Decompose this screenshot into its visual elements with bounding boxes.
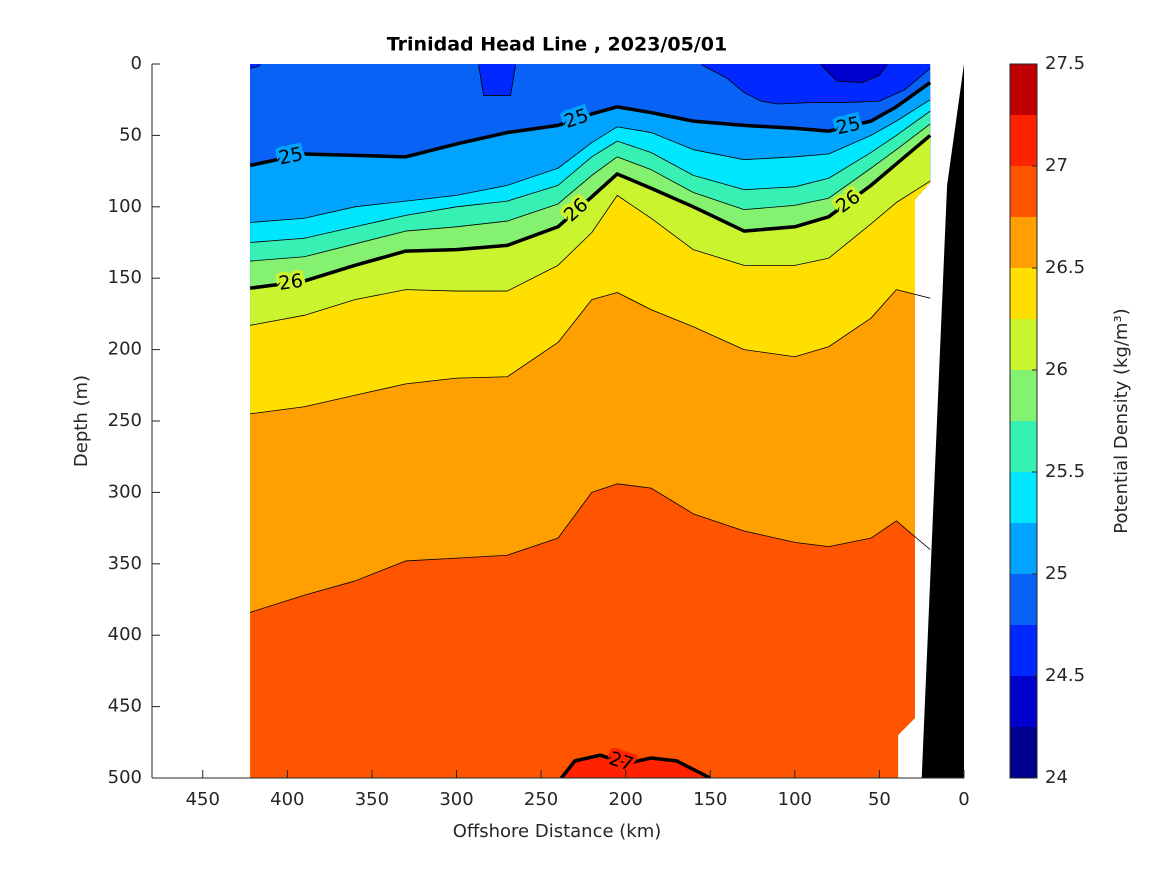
contour-line: [250, 110, 931, 243]
colorbar-tick-label: 24.5: [1045, 665, 1085, 686]
y-tick-label: 450: [108, 696, 142, 717]
y-tick-label: 150: [108, 267, 142, 288]
colorbar-band: [1010, 727, 1037, 778]
colorbar-band: [1010, 166, 1037, 217]
contour-fills: [250, 64, 931, 778]
colorbar-band: [1010, 64, 1037, 115]
colorbar-tick-label: 27.5: [1045, 53, 1085, 74]
contour-fill: [250, 483, 931, 778]
colorbar-tick-label: 26.5: [1045, 257, 1085, 278]
y-tick-label: 100: [108, 196, 142, 217]
contour-label: 26: [277, 270, 304, 295]
x-tick-label: 200: [608, 789, 642, 810]
x-tick-label: 400: [270, 789, 304, 810]
colorbar-band: [1010, 574, 1037, 625]
contour-line: [249, 483, 931, 613]
colorbar-tick-label: 27: [1045, 155, 1068, 176]
colorbar-band: [1010, 370, 1037, 421]
seafloor: [921, 64, 964, 778]
colorbar-band: [1010, 421, 1037, 472]
contour-line: [250, 65, 931, 105]
contour-line: [250, 99, 931, 223]
y-tick-label: 0: [131, 53, 142, 74]
y-tick-label: 500: [108, 767, 142, 788]
contour-line: [560, 753, 712, 778]
y-tick-label: 300: [108, 481, 142, 502]
x-axis-label: Offshore Distance (km): [453, 821, 662, 842]
colorbar-tick-label: 24: [1045, 767, 1068, 788]
contour-line: [250, 123, 931, 262]
y-tick-label: 200: [108, 339, 142, 360]
x-tick-label: 450: [186, 789, 220, 810]
colorbar-band: [1010, 217, 1037, 268]
colorbar-frame: [1009, 63, 1038, 779]
colorbar-band: [1010, 676, 1037, 727]
chart-title: Trinidad Head Line , 2023/05/01: [387, 34, 727, 56]
y-tick-label: 350: [108, 553, 142, 574]
colorbar-band: [1010, 625, 1037, 676]
contour-line: [249, 81, 932, 168]
y-tick-label: 50: [119, 124, 142, 145]
colorbar-tick-label: 25.5: [1045, 461, 1085, 482]
x-tick-label: 50: [868, 789, 891, 810]
colorbar-band: [1010, 268, 1037, 319]
y-tick-label: 250: [108, 410, 142, 431]
contour-line: [250, 180, 931, 326]
x-tick-label: 150: [693, 789, 727, 810]
colorbar-label: Potential Density (kg/m³): [1111, 308, 1132, 533]
contour-line: [820, 65, 888, 83]
y-axis-label: Depth (m): [71, 375, 92, 467]
contour-line: [250, 289, 931, 415]
colorbar-band: [1010, 115, 1037, 166]
x-tick-label: 0: [958, 789, 969, 810]
colorbar-tick-label: 25: [1045, 563, 1068, 584]
x-tick-label: 300: [439, 789, 473, 810]
colorbar-band: [1010, 523, 1037, 574]
x-tick-label: 350: [355, 789, 389, 810]
x-tick-label: 100: [778, 789, 812, 810]
colorbar-band: [1010, 319, 1037, 370]
colorbar-band: [1010, 472, 1037, 523]
x-tick-label: 250: [524, 789, 558, 810]
contour-lines: [249, 65, 932, 778]
y-tick-label: 400: [108, 624, 142, 645]
colorbar-tick-label: 26: [1045, 359, 1068, 380]
contour-line: [249, 134, 932, 290]
